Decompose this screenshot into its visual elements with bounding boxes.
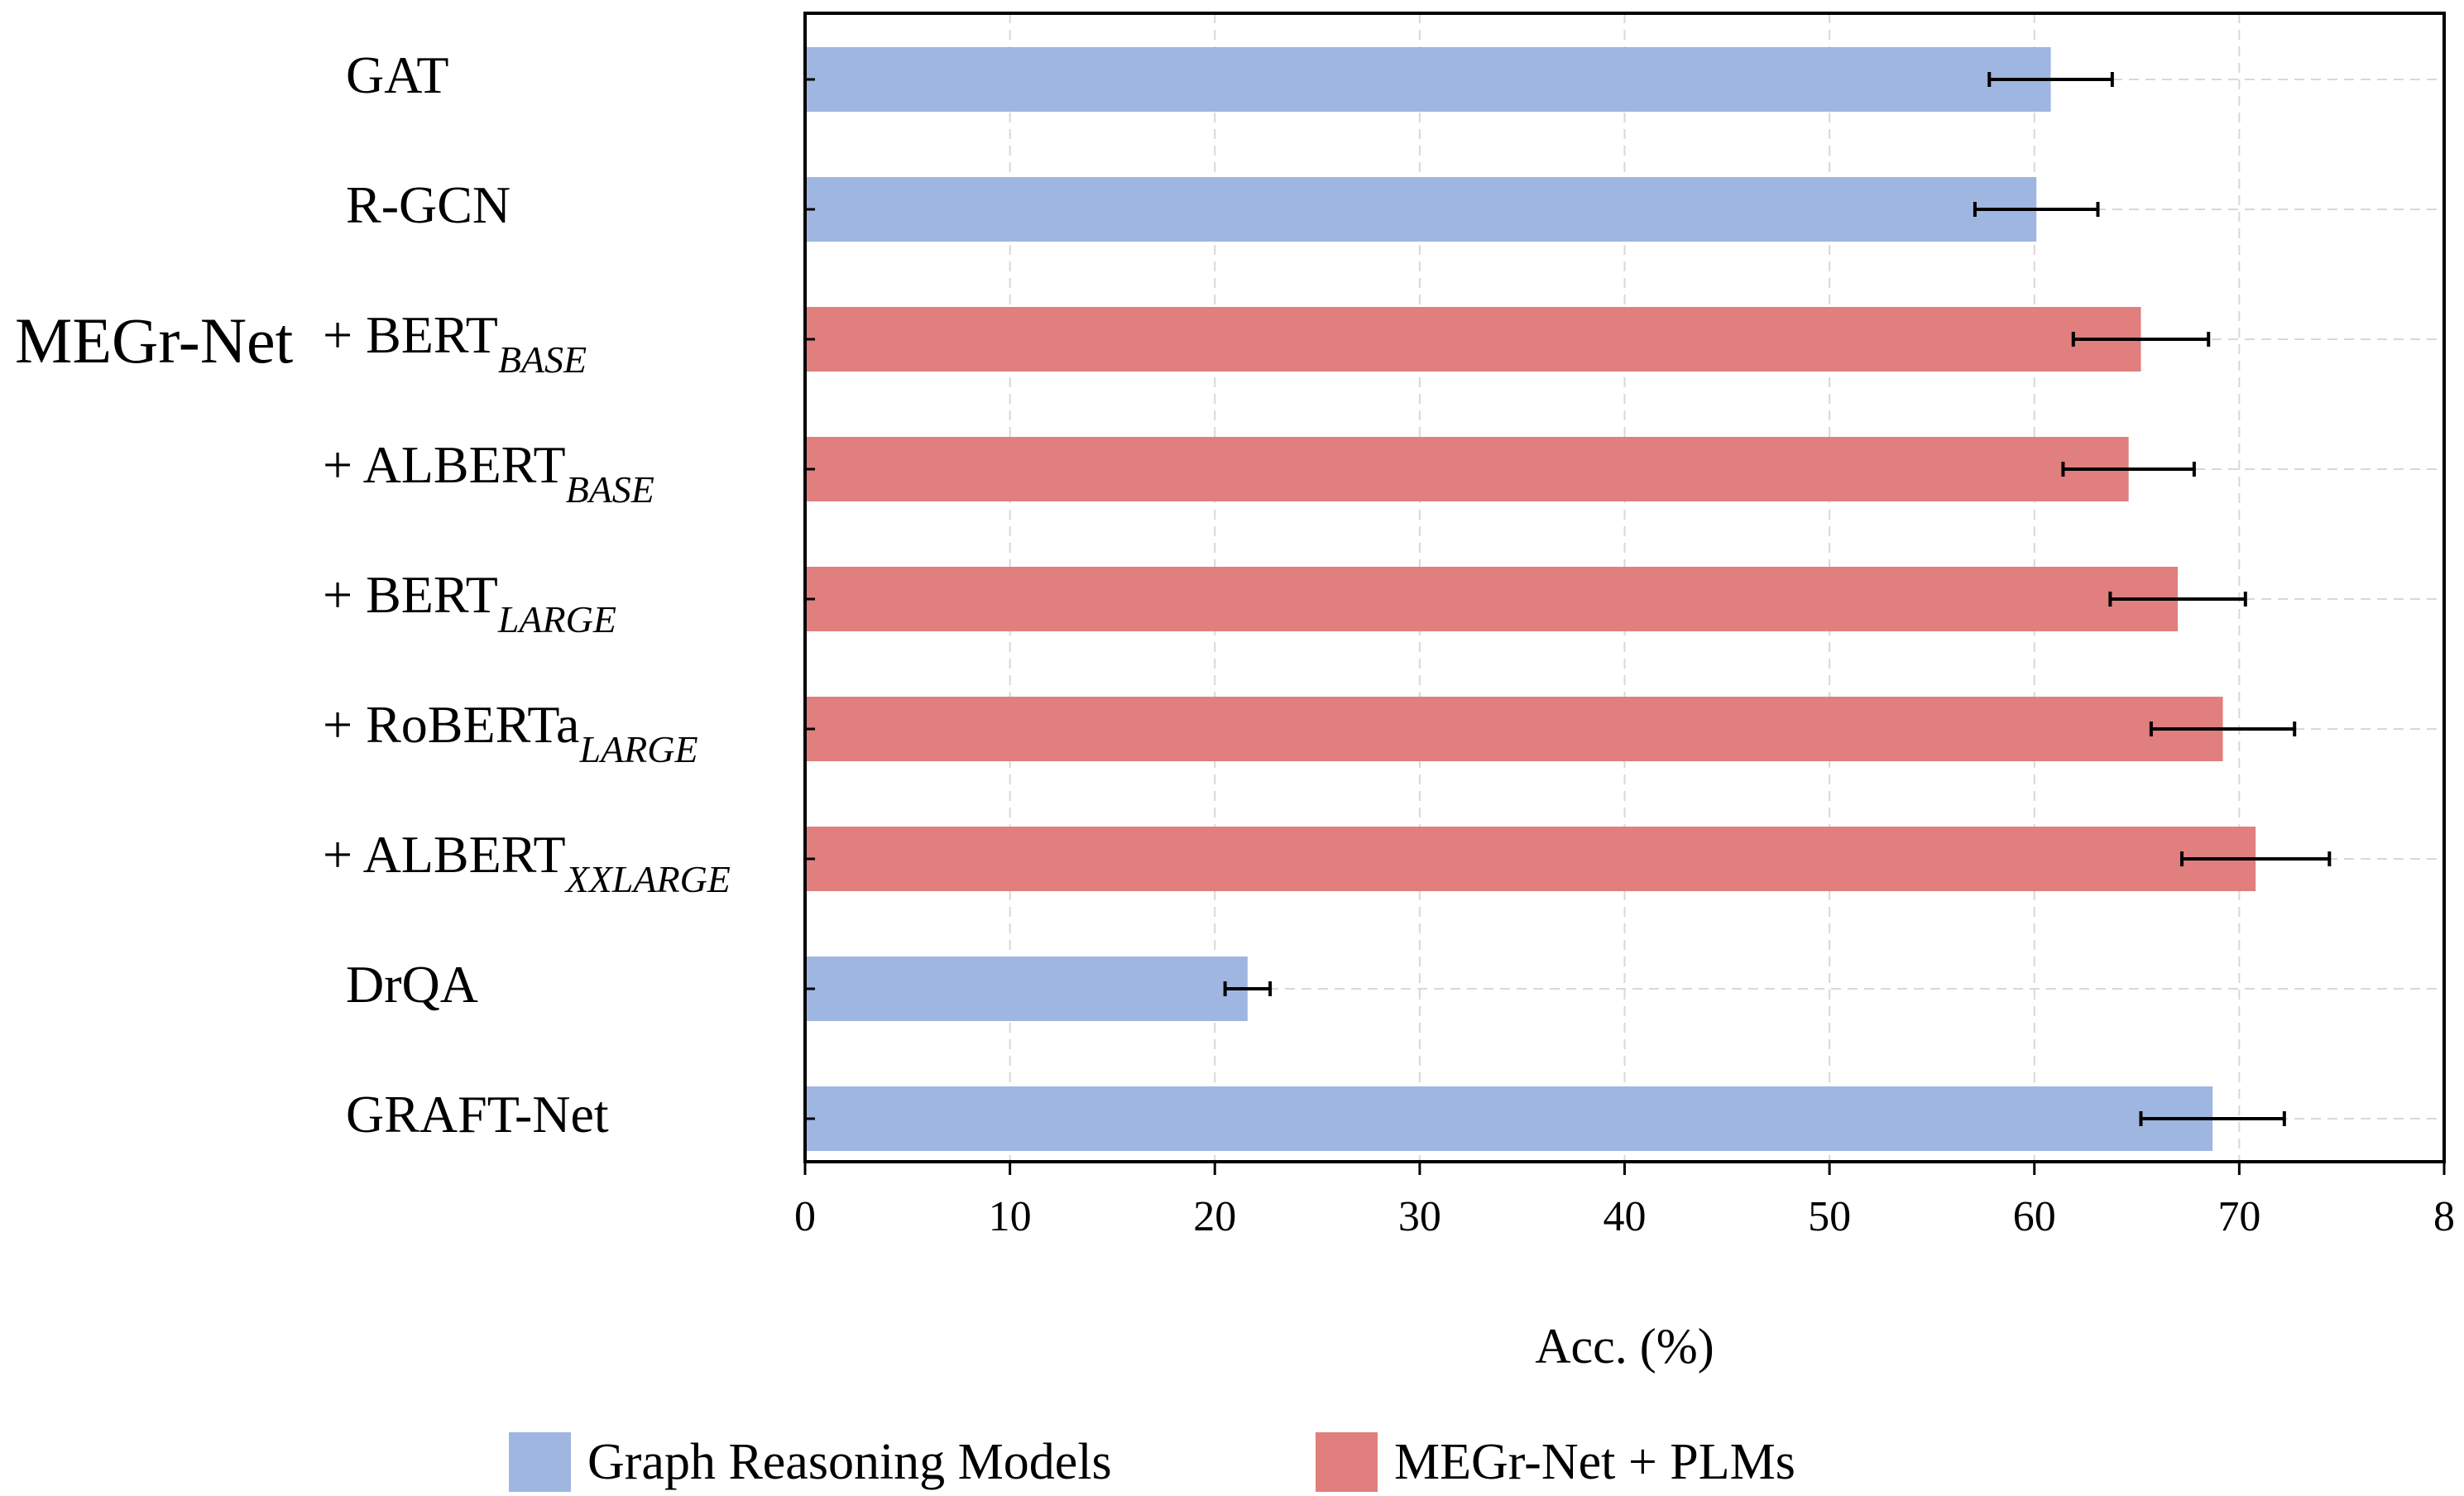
error-bar [2108,592,2247,607]
x-tick-label: 10 [989,1193,1032,1240]
bars [805,47,2256,1151]
category-label-main: R-GCN [346,175,511,234]
category-label-subscript: LARGE [497,598,616,640]
group-label: MEGr-Net [15,304,294,376]
x-tick-label: 30 [1398,1193,1441,1240]
category-label-main: + RoBERTa [323,695,579,754]
x-tick-label: 50 [1808,1193,1851,1240]
category-label-subscript: LARGE [578,728,697,770]
error-bar [1223,981,1273,996]
x-axis-label: Acc. (%) [1535,1319,1714,1374]
x-tick-label: 20 [1193,1193,1236,1240]
category-label-subscript: BASE [498,338,587,381]
legend-label: MEGr-Net + PLMs [1394,1434,1795,1490]
category-label: + ALBERTXXLARGE [323,825,731,900]
bar[interactable] [805,307,2141,372]
x-tick-label: 8 [2433,1193,2455,1240]
category-label-main: DrQA [346,955,478,1014]
error-bar [2139,1111,2286,1126]
bar[interactable] [805,827,2256,891]
category-label-subscript: XXLARGE [564,858,731,900]
legend-item[interactable]: MEGr-Net + PLMs [1316,1432,1795,1492]
bar[interactable] [805,697,2223,761]
bar[interactable] [805,47,2051,112]
category-label-main: + ALBERT [323,435,566,494]
category-label: DrQA [346,955,478,1014]
category-label-main: + BERT [323,565,498,624]
legend-item[interactable]: Graph Reasoning Models [509,1432,1112,1492]
error-bar [1987,72,2114,87]
bar[interactable] [805,177,2037,242]
x-tick-label: 40 [1604,1193,1647,1240]
legend-swatch [509,1432,571,1492]
category-label: + BERTLARGE [323,565,616,640]
category-label: R-GCN [346,175,511,234]
category-label-subscript: BASE [566,468,654,511]
error-bars [1223,72,2332,1126]
category-label: GRAFT-Net [346,1085,609,1144]
error-bar [2149,722,2297,736]
category-label-main: + ALBERT [323,825,566,884]
bar[interactable] [805,437,2129,501]
x-tick-label: 70 [2217,1193,2260,1240]
category-label-main: GRAFT-Net [346,1085,609,1144]
bar[interactable] [805,957,1248,1021]
category-label-main: + BERT [323,305,498,364]
category-label-main: GAT [346,46,448,104]
error-bar [2061,462,2196,477]
x-tick-label: 60 [2013,1193,2056,1240]
category-label: + ALBERTBASE [323,435,654,511]
error-bar [1973,202,2100,217]
legend: Graph Reasoning Models MEGr-Net + PLMs [509,1432,1795,1492]
legend-label: Graph Reasoning Models [587,1434,1112,1490]
category-label: + BERTBASE [323,305,587,381]
legend-swatch [1316,1432,1378,1492]
category-label: + RoBERTaLARGE [323,695,698,770]
error-bar [2180,851,2332,866]
error-bar [2071,332,2211,347]
bar[interactable] [805,1086,2213,1151]
bar[interactable] [805,567,2179,631]
x-tick-label: 0 [794,1193,816,1240]
category-label: GAT [346,46,448,104]
